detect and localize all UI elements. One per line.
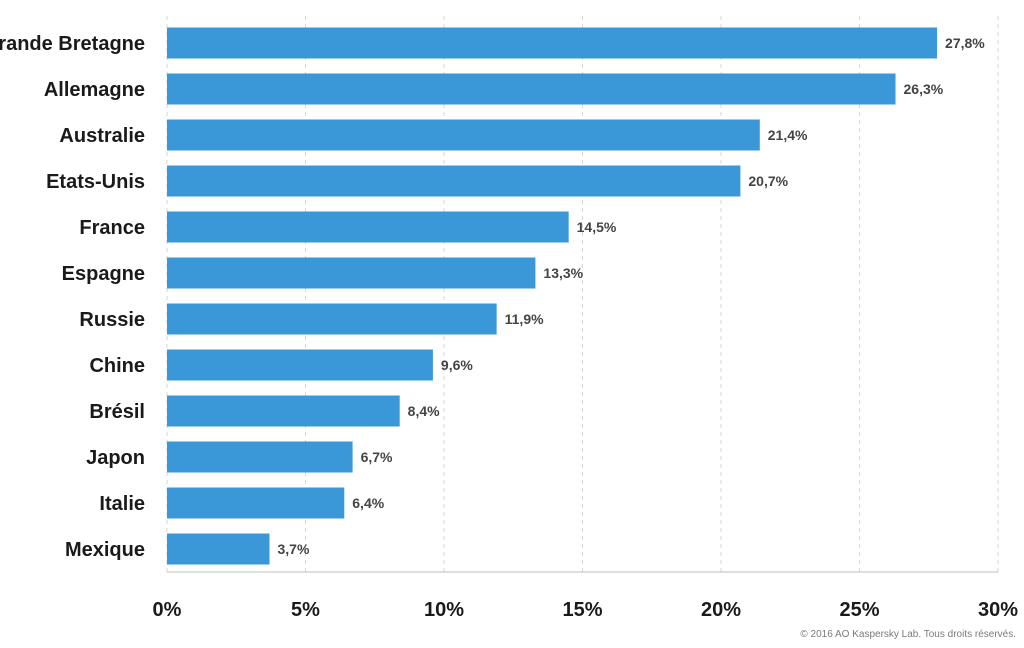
- category-label-0: Grande Bretagne: [0, 33, 145, 55]
- value-label-4: 14,5%: [577, 219, 617, 235]
- value-label-10: 6,4%: [352, 495, 384, 511]
- x-tick-label-1: 5%: [291, 599, 320, 621]
- bar-3: [167, 165, 741, 197]
- value-label-9: 6,7%: [361, 449, 393, 465]
- bar-5: [167, 257, 536, 289]
- category-label-10: Italie: [99, 493, 145, 515]
- bar-0: [167, 27, 938, 59]
- bars: Grande Bretagne 27,8% Allemagne 26,3% Austra…: [0, 27, 985, 565]
- category-label-9: Japon: [86, 447, 145, 469]
- bar-11: [167, 533, 270, 565]
- category-label-7: Chine: [89, 355, 145, 377]
- value-label-1: 26,3%: [904, 81, 944, 97]
- value-label-7: 9,6%: [441, 357, 473, 373]
- bar-1: [167, 73, 896, 105]
- bar-7: [167, 349, 433, 381]
- value-label-5: 13,3%: [543, 265, 583, 281]
- x-tick-label-2: 10%: [424, 599, 464, 621]
- value-label-0: 27,8%: [945, 35, 985, 51]
- bar-8: [167, 395, 400, 427]
- value-label-2: 21,4%: [768, 127, 808, 143]
- x-tick-label-3: 15%: [562, 599, 602, 621]
- category-label-6: Russie: [79, 309, 145, 331]
- category-label-5: Espagne: [62, 263, 145, 285]
- category-label-11: Mexique: [65, 539, 145, 561]
- x-tick-label-0: 0%: [153, 599, 182, 621]
- bar-10: [167, 487, 345, 519]
- bar-2: [167, 119, 760, 151]
- x-tick-label-6: 30%: [978, 599, 1018, 621]
- bar-4: [167, 211, 569, 243]
- category-label-4: France: [79, 217, 145, 239]
- value-label-3: 20,7%: [748, 173, 788, 189]
- x-tick-label-5: 25%: [839, 599, 879, 621]
- bar-6: [167, 303, 497, 335]
- x-axis: 0% 5% 10% 15% 20% 25% 30%: [153, 571, 1018, 621]
- category-label-2: Australie: [59, 125, 145, 147]
- category-label-1: Allemagne: [44, 79, 145, 101]
- category-label-8: Brésil: [89, 401, 145, 423]
- x-tick-label-4: 20%: [701, 599, 741, 621]
- value-label-8: 8,4%: [408, 403, 440, 419]
- copyright-credit: © 2016 AO Kaspersky Lab. Tous droits rés…: [800, 629, 1016, 640]
- category-label-3: Etats-Unis: [46, 171, 145, 193]
- bar-9: [167, 441, 353, 473]
- value-label-11: 3,7%: [277, 541, 309, 557]
- value-label-6: 11,9%: [505, 311, 544, 327]
